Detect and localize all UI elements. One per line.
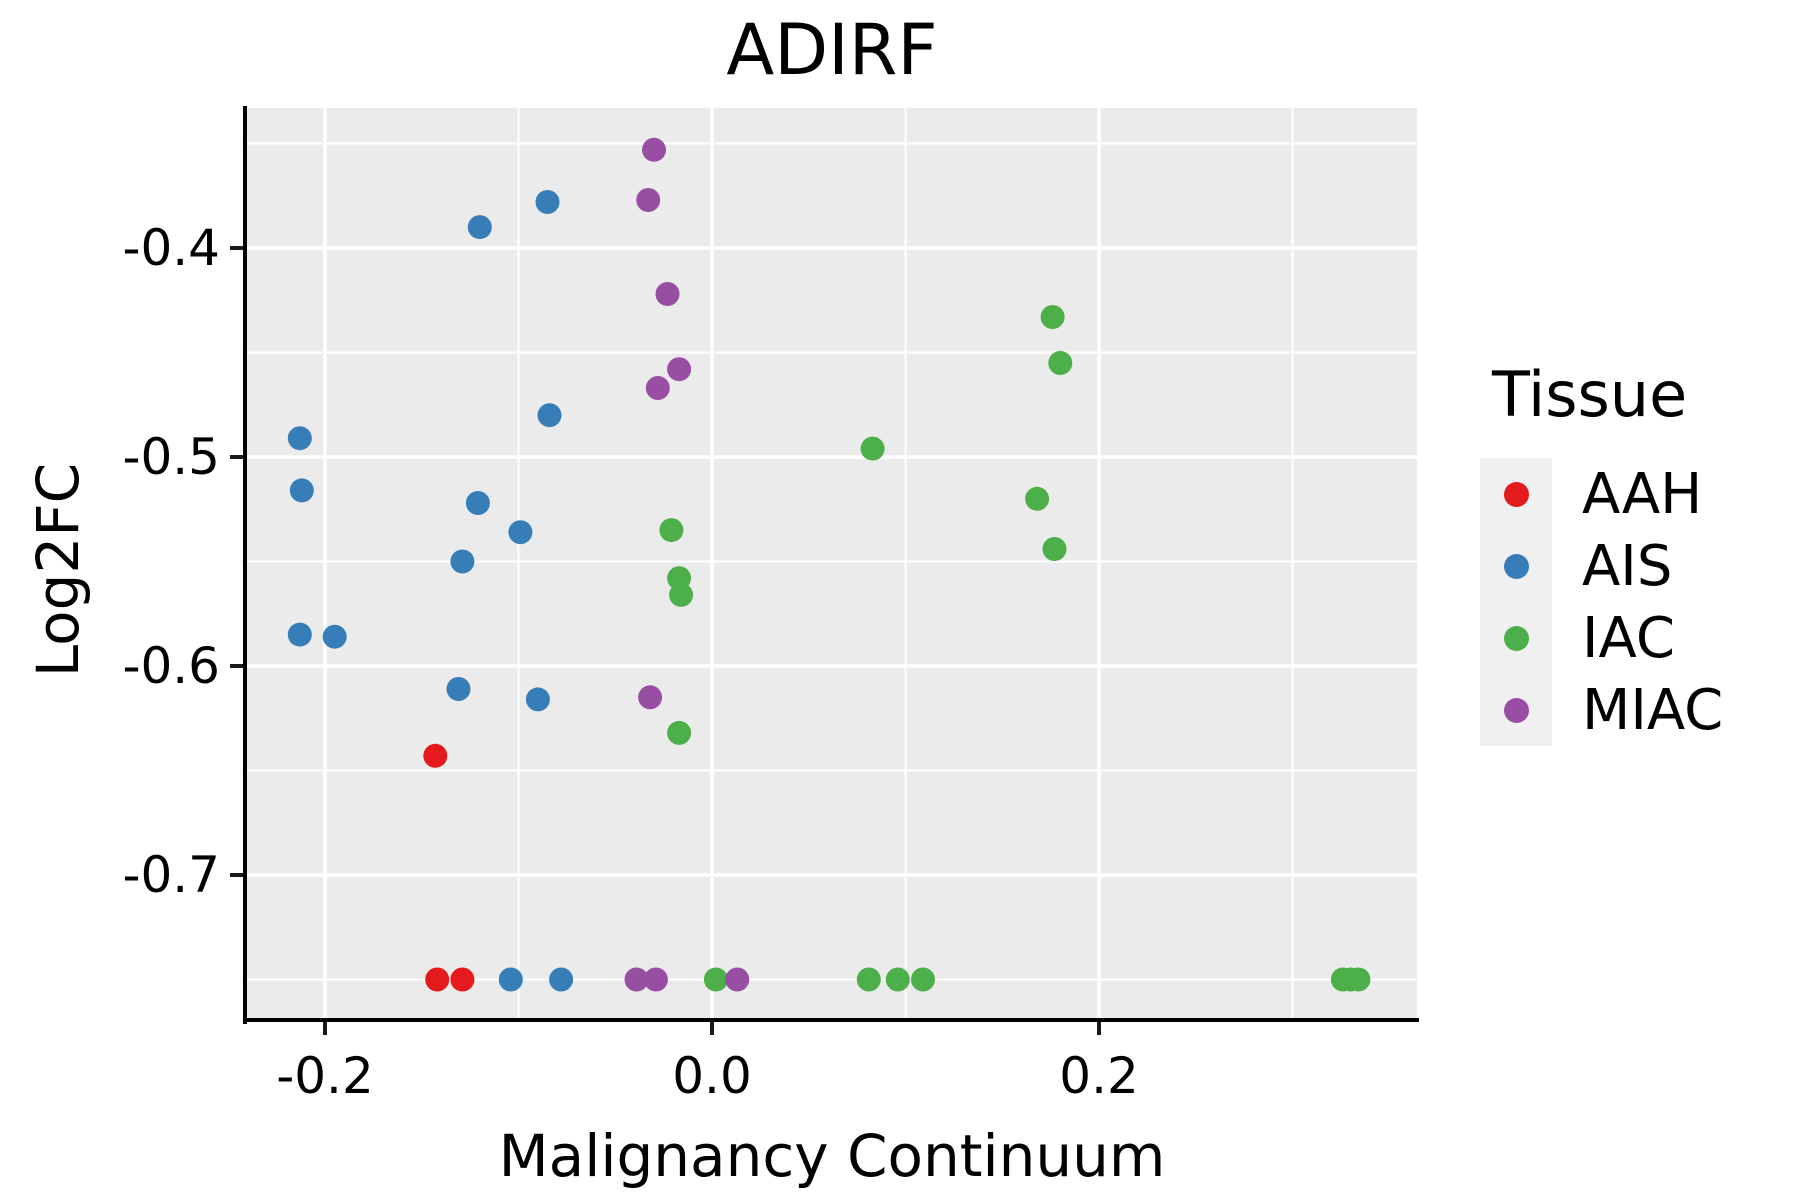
data-point-miac xyxy=(725,967,750,992)
legend-dot-ais xyxy=(1503,553,1529,579)
data-point-iac xyxy=(703,967,728,992)
legend-dot-iac xyxy=(1503,625,1529,651)
data-point-miac xyxy=(636,188,661,212)
data-point-ais xyxy=(450,549,475,574)
data-point-miac xyxy=(643,967,668,992)
data-point-iac xyxy=(669,582,694,607)
data-point-iac xyxy=(659,518,684,543)
data-point-ais xyxy=(525,687,550,712)
legend-dot-aah xyxy=(1503,481,1529,507)
legend-key-aah: AAH xyxy=(1480,458,1790,530)
legend-swatch-box xyxy=(1480,458,1552,530)
x-tick-mark xyxy=(710,1022,715,1035)
data-point-iac xyxy=(1346,967,1371,992)
data-point-iac xyxy=(911,967,935,992)
data-point-aah xyxy=(423,743,448,768)
plot-svg xyxy=(247,108,1417,1020)
plot-panel xyxy=(247,108,1417,1020)
data-point-miac xyxy=(624,967,649,992)
x-tick-mark xyxy=(1097,1022,1102,1035)
legend-label-aah: AAH xyxy=(1582,461,1703,527)
legend-label-iac: IAC xyxy=(1582,605,1675,671)
legend-swatch-box xyxy=(1480,602,1552,674)
y-tick-mark xyxy=(230,872,243,877)
x-tick-label: -0.2 xyxy=(276,1047,374,1105)
data-point-ais xyxy=(467,215,492,240)
data-point-ais xyxy=(287,426,312,451)
data-point-iac xyxy=(1042,537,1067,561)
data-point-ais xyxy=(549,967,574,992)
x-axis-title: Malignancy Continuum xyxy=(498,1122,1166,1190)
data-point-iac xyxy=(1025,486,1050,511)
legend: Tissue AAH AIS IAC MIAC xyxy=(1480,360,1790,746)
data-point-ais xyxy=(322,624,347,649)
y-tick-label: -0.5 xyxy=(122,428,220,486)
data-point-miac xyxy=(667,357,692,382)
data-point-ais xyxy=(508,520,533,545)
y-tick-label: -0.6 xyxy=(122,636,220,695)
x-tick-label: 0.2 xyxy=(1059,1047,1139,1105)
legend-label-ais: AIS xyxy=(1582,533,1673,599)
legend-key-miac: MIAC xyxy=(1480,674,1790,746)
data-point-ais xyxy=(498,967,523,992)
chart-title: ADIRF xyxy=(726,9,938,91)
legend-swatch-box xyxy=(1480,674,1552,746)
data-point-miac xyxy=(638,685,663,710)
x-tick-label: 0.0 xyxy=(672,1047,752,1105)
data-point-iac xyxy=(1040,305,1065,329)
legend-label-miac: MIAC xyxy=(1582,677,1724,743)
y-axis-title: Log2FC xyxy=(24,462,92,678)
legend-key-ais: AIS xyxy=(1480,530,1790,602)
y-axis-spine xyxy=(243,106,247,1024)
data-point-iac xyxy=(860,436,885,461)
data-point-ais xyxy=(537,403,562,428)
data-point-ais xyxy=(535,190,560,214)
legend-key-iac: IAC xyxy=(1480,602,1790,674)
data-point-aah xyxy=(450,967,475,992)
y-tick-label: -0.7 xyxy=(122,845,220,904)
y-tick-label: -0.4 xyxy=(122,219,220,278)
legend-swatch-box xyxy=(1480,530,1552,602)
data-point-ais xyxy=(289,478,314,503)
data-point-aah xyxy=(425,967,450,992)
x-axis-spine xyxy=(243,1018,1419,1022)
legend-dot-miac xyxy=(1503,697,1529,723)
data-point-miac xyxy=(645,376,670,400)
legend-title: Tissue xyxy=(1492,358,1688,431)
data-point-miac xyxy=(642,137,666,162)
data-point-ais xyxy=(465,491,490,515)
data-point-iac xyxy=(885,967,910,992)
data-point-ais xyxy=(446,677,471,701)
data-point-iac xyxy=(856,967,881,992)
data-point-iac xyxy=(667,720,692,745)
y-tick-mark xyxy=(230,455,243,459)
x-tick-mark xyxy=(322,1022,327,1035)
y-tick-mark xyxy=(230,663,243,668)
data-point-miac xyxy=(655,282,680,306)
y-tick-mark xyxy=(230,246,243,251)
data-point-iac xyxy=(1048,351,1073,375)
data-point-ais xyxy=(287,622,312,647)
